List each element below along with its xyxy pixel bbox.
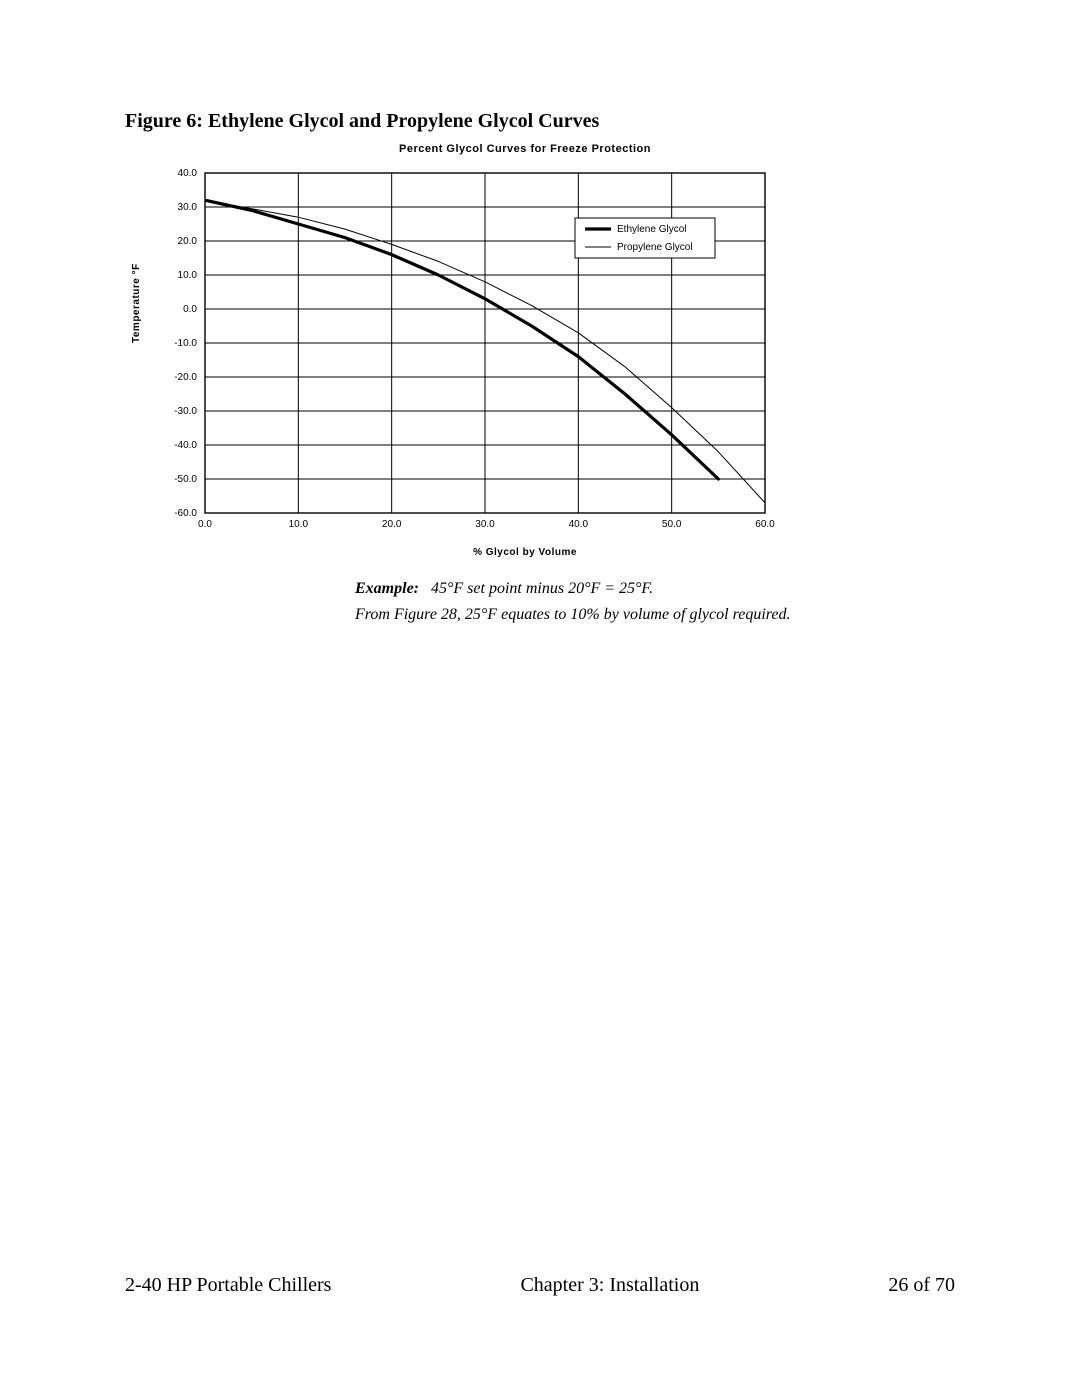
svg-text:-20.0: -20.0 xyxy=(174,372,197,383)
svg-text:-50.0: -50.0 xyxy=(174,474,197,485)
svg-text:50.0: 50.0 xyxy=(662,519,682,530)
footer-center: Chapter 3: Installation xyxy=(520,1274,699,1297)
glycol-chart: 0.0 10.0 20.0 30.0 40.0 50.0 60.0 40.0 30.0 20.0 1… xyxy=(145,163,785,543)
svg-text:60.0: 60.0 xyxy=(755,519,775,530)
example-line2: From Figure 28, 25°F equates to 10% by v… xyxy=(355,602,905,628)
example-label: Example: xyxy=(355,580,419,597)
svg-text:0.0: 0.0 xyxy=(183,304,197,315)
svg-text:-60.0: -60.0 xyxy=(174,508,197,519)
figure-title: Figure 6: Ethylene Glycol and Propylene … xyxy=(125,110,955,133)
svg-text:40.0: 40.0 xyxy=(178,168,198,179)
example-line1 xyxy=(423,580,431,597)
svg-text:Propylene Glycol: Propylene Glycol xyxy=(617,242,693,253)
svg-text:10.0: 10.0 xyxy=(178,270,198,281)
svg-text:30.0: 30.0 xyxy=(178,202,198,213)
page-content: Figure 6: Ethylene Glycol and Propylene … xyxy=(125,110,955,627)
svg-text:20.0: 20.0 xyxy=(178,236,198,247)
y-axis-label: Temperature °F xyxy=(131,263,142,343)
svg-text:20.0: 20.0 xyxy=(382,519,402,530)
x-axis-label: % Glycol by Volume xyxy=(145,547,905,558)
page-footer: 2-40 HP Portable Chillers Chapter 3: Ins… xyxy=(125,1274,955,1297)
footer-right: 26 of 70 xyxy=(888,1274,955,1297)
svg-text:-30.0: -30.0 xyxy=(174,406,197,417)
svg-text:-10.0: -10.0 xyxy=(174,338,197,349)
svg-text:0.0: 0.0 xyxy=(198,519,212,530)
example-text: Example: 45°F set point minus 20°F = 25°… xyxy=(355,576,905,627)
svg-text:-40.0: -40.0 xyxy=(174,440,197,451)
svg-text:40.0: 40.0 xyxy=(569,519,589,530)
chart-title: Percent Glycol Curves for Freeze Protect… xyxy=(145,143,905,155)
chart-container: Percent Glycol Curves for Freeze Protect… xyxy=(145,143,905,627)
svg-text:10.0: 10.0 xyxy=(289,519,309,530)
footer-left: 2-40 HP Portable Chillers xyxy=(125,1274,331,1297)
svg-text:30.0: 30.0 xyxy=(475,519,495,530)
svg-text:Ethylene Glycol: Ethylene Glycol xyxy=(617,224,686,235)
